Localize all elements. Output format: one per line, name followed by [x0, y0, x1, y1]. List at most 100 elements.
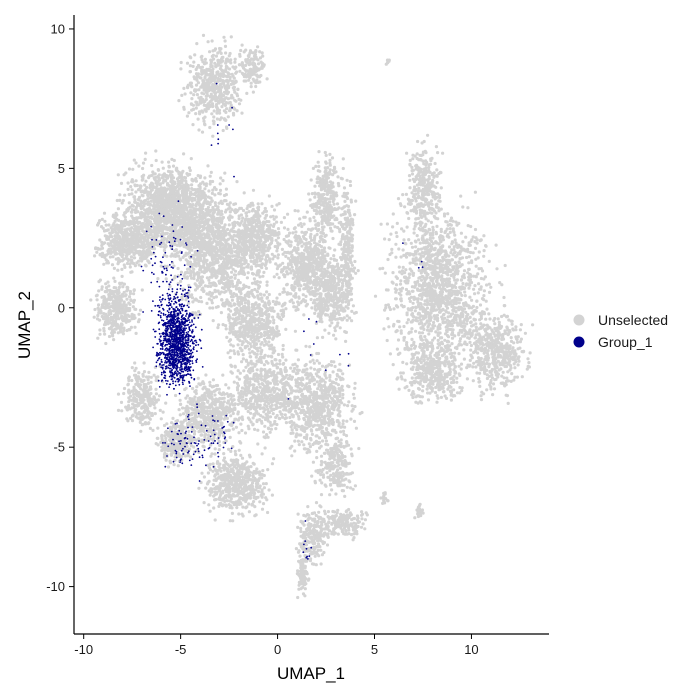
- scatter-point: [224, 61, 228, 65]
- scatter-point: [207, 77, 211, 81]
- scatter-point: [120, 274, 124, 278]
- scatter-point: [255, 229, 259, 233]
- scatter-point: [210, 245, 214, 249]
- scatter-point: [244, 339, 249, 343]
- scatter-point: [254, 49, 258, 53]
- scatter-point: [104, 282, 108, 286]
- scatter-point: [175, 191, 179, 195]
- scatter-point: [160, 208, 165, 212]
- scatter-point: [254, 342, 258, 346]
- scatter-point: [190, 276, 194, 280]
- scatter-point: [203, 195, 207, 199]
- scatter-point: [104, 299, 108, 303]
- scatter-point: [244, 244, 248, 248]
- scatter-point: [244, 211, 249, 215]
- scatter-point: [154, 208, 158, 212]
- scatter-point: [268, 347, 272, 351]
- scatter-point: [164, 244, 168, 248]
- scatter-point: [238, 69, 242, 73]
- scatter-point: [164, 175, 168, 179]
- scatter-point: [102, 253, 106, 257]
- scatter-point: [162, 248, 166, 253]
- scatter-point: [101, 226, 105, 230]
- scatter-point: [120, 250, 124, 254]
- scatter-point: [197, 257, 201, 261]
- scatter-point: [125, 242, 129, 246]
- scatter-point: [244, 58, 248, 62]
- scatter-point: [194, 106, 198, 110]
- scatter-point: [112, 276, 116, 280]
- scatter-point: [173, 200, 177, 204]
- scatter-point: [268, 258, 272, 262]
- scatter-point: [154, 149, 158, 153]
- scatter-point: [120, 314, 124, 318]
- scatter-point: [132, 292, 136, 296]
- scatter-point: [149, 233, 153, 237]
- scatter-point: [211, 119, 215, 123]
- scatter-point: [260, 66, 264, 70]
- scatter-point: [232, 106, 236, 110]
- scatter-point: [220, 286, 225, 290]
- scatter-point: [217, 61, 221, 65]
- scatter-point: [296, 209, 300, 213]
- scatter-point: [188, 70, 192, 74]
- scatter-point: [276, 236, 280, 240]
- scatter-point: [180, 93, 184, 97]
- scatter-point: [210, 112, 214, 116]
- scatter-point: [116, 242, 120, 246]
- scatter-point: [261, 54, 265, 58]
- scatter-point: [104, 290, 109, 294]
- scatter-point: [254, 338, 258, 342]
- scatter-point: [224, 96, 228, 100]
- scatter-point: [188, 168, 192, 173]
- scatter-point: [260, 202, 264, 206]
- scatter-point: [257, 324, 261, 328]
- scatter-point: [255, 306, 259, 310]
- scatter-point: [284, 254, 288, 258]
- scatter-point: [141, 161, 146, 165]
- scatter-point: [96, 336, 100, 340]
- scatter-point: [215, 216, 219, 221]
- scatter-point: [257, 335, 261, 339]
- scatter-point: [127, 201, 131, 205]
- scatter-point: [222, 277, 226, 282]
- scatter-point: [165, 197, 170, 201]
- scatter-point: [213, 239, 217, 243]
- scatter-point: [254, 224, 258, 228]
- scatter-point: [236, 208, 240, 212]
- scatter-point: [110, 235, 114, 239]
- scatter-point: [132, 158, 136, 162]
- scatter-point: [163, 204, 167, 208]
- scatter-point: [121, 198, 125, 203]
- scatter-point: [249, 81, 253, 85]
- scatter-point: [272, 318, 276, 322]
- scatter-point: [184, 271, 188, 275]
- scatter-point: [140, 255, 144, 259]
- scatter-point: [106, 306, 110, 310]
- scatter-point: [228, 210, 232, 214]
- scatter-point: [211, 134, 215, 138]
- scatter-point: [271, 257, 275, 261]
- scatter-point: [215, 70, 219, 75]
- scatter-point: [177, 183, 181, 187]
- scatter-point: [223, 103, 227, 107]
- scatter-point: [168, 192, 172, 197]
- scatter-point: [228, 75, 232, 80]
- scatter-point: [210, 191, 214, 195]
- scatter-point: [171, 176, 176, 180]
- scatter-point: [193, 263, 197, 267]
- scatter-point: [183, 92, 187, 96]
- scatter-point: [100, 287, 104, 291]
- scatter-point: [217, 323, 221, 327]
- scatter-point: [265, 290, 269, 294]
- scatter-point: [187, 166, 192, 170]
- scatter-point: [211, 72, 215, 76]
- scatter-point: [237, 272, 241, 276]
- scatter-point: [260, 296, 264, 300]
- scatter-point: [147, 246, 151, 251]
- scatter-point: [104, 258, 108, 262]
- scatter-point: [228, 109, 232, 113]
- scatter-point: [138, 308, 143, 312]
- scatter-point: [277, 316, 281, 320]
- scatter-point: [214, 258, 218, 262]
